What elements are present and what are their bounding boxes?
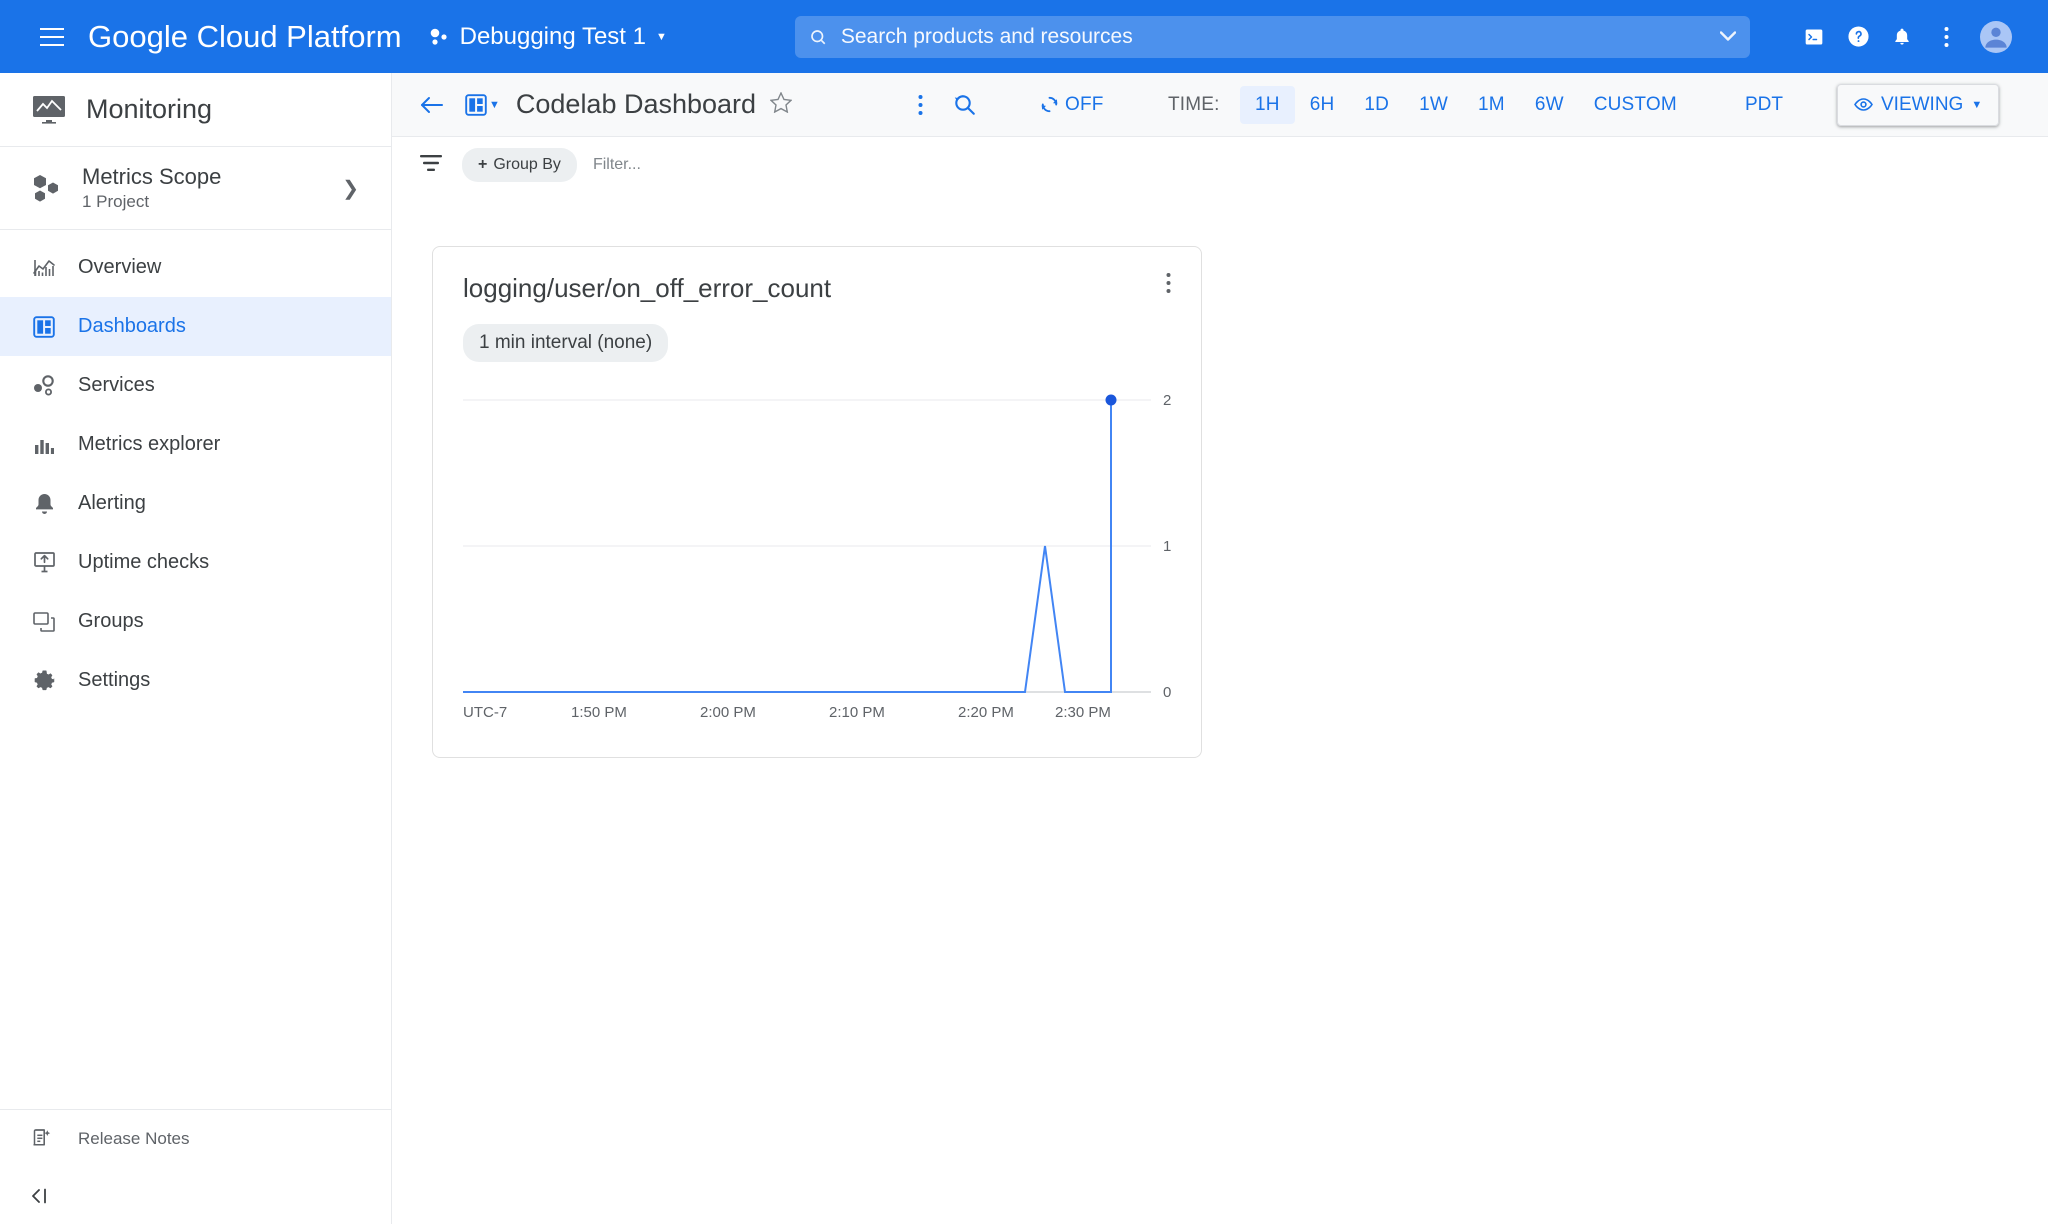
svg-text:2: 2 [1163, 392, 1171, 409]
svg-text:1: 1 [1163, 538, 1171, 555]
svg-text:UTC-7: UTC-7 [463, 704, 507, 721]
svg-text:1:50 PM: 1:50 PM [571, 704, 627, 721]
svg-text:2:30 PM: 2:30 PM [1055, 704, 1111, 721]
svg-text:2:20 PM: 2:20 PM [958, 704, 1014, 721]
svg-text:0: 0 [1163, 684, 1171, 701]
svg-text:2:00 PM: 2:00 PM [700, 704, 756, 721]
svg-text:2:10 PM: 2:10 PM [829, 704, 885, 721]
